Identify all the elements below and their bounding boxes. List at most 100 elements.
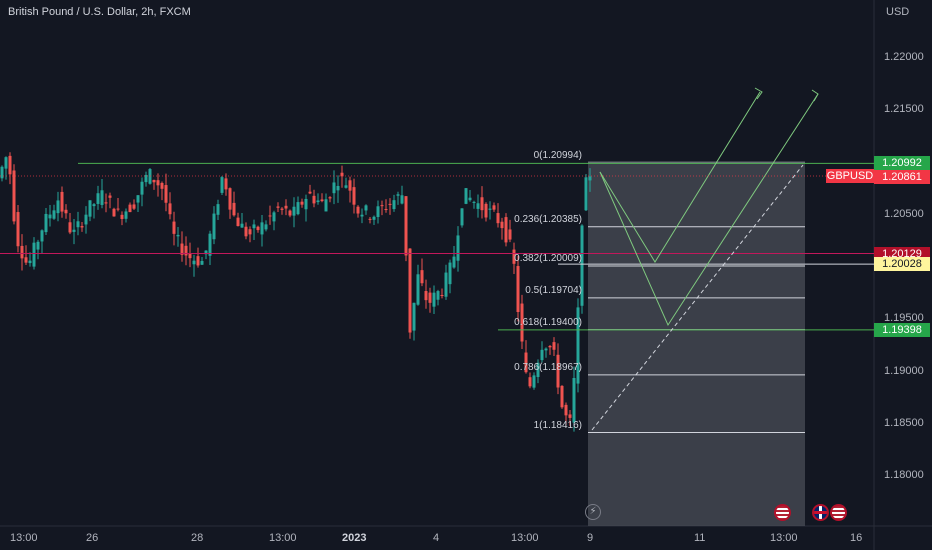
candle-body bbox=[236, 217, 240, 227]
candle-body bbox=[444, 272, 448, 297]
candle-body bbox=[588, 176, 592, 181]
candle-body bbox=[364, 205, 368, 211]
candle-body bbox=[580, 225, 584, 306]
candle-body bbox=[516, 266, 520, 313]
time-tick-label: 11 bbox=[694, 532, 706, 544]
candle-body bbox=[508, 229, 512, 240]
candle-body bbox=[244, 226, 248, 237]
time-tick-label: 13:00 bbox=[511, 532, 539, 544]
symbol-title[interactable]: British Pound / U.S. Dollar, 2h, FXCM bbox=[8, 6, 191, 18]
candle-body bbox=[532, 375, 536, 388]
candle-body bbox=[152, 179, 156, 183]
candle-body bbox=[108, 195, 112, 198]
candle-body bbox=[164, 185, 168, 203]
candle-body bbox=[52, 210, 56, 219]
candle-body bbox=[28, 260, 32, 264]
candle-body bbox=[304, 198, 308, 210]
candle-body bbox=[344, 185, 348, 188]
candle-body bbox=[572, 378, 576, 423]
candle-body bbox=[168, 203, 172, 215]
time-tick-label: 28 bbox=[191, 532, 204, 544]
candle-body bbox=[136, 195, 140, 203]
time-tick-label: 26 bbox=[86, 532, 99, 544]
candle-body bbox=[324, 199, 328, 212]
candle-body bbox=[328, 197, 332, 199]
price-tag: 1.20861 bbox=[874, 170, 930, 185]
time-tick-label: 13:00 bbox=[10, 532, 38, 544]
candle-body bbox=[76, 221, 80, 228]
candle-body bbox=[524, 352, 528, 373]
time-tick-label: 4 bbox=[433, 532, 440, 544]
candle-body bbox=[176, 234, 180, 237]
candle-body bbox=[88, 200, 92, 217]
candle-body bbox=[560, 385, 564, 408]
candle-body bbox=[72, 229, 76, 232]
price-tag: 1.19398 bbox=[874, 322, 930, 337]
fib-box[interactable] bbox=[588, 161, 805, 526]
uk-flag-icon[interactable] bbox=[812, 504, 829, 521]
candle-body bbox=[348, 180, 352, 191]
time-tick-label: 13:00 bbox=[770, 532, 798, 544]
candle-body bbox=[36, 241, 40, 250]
lightning-icon[interactable]: ⚡ bbox=[585, 504, 601, 520]
candle-body bbox=[232, 202, 236, 216]
candle-body bbox=[292, 206, 296, 216]
candle-body bbox=[60, 191, 64, 212]
candle-body bbox=[360, 214, 364, 217]
candle-body bbox=[504, 217, 508, 243]
candle-body bbox=[380, 205, 384, 207]
fib-level-label: 0.382(1.20009) bbox=[514, 253, 582, 265]
candle-body bbox=[404, 196, 408, 256]
time-tick-label: 13:00 bbox=[269, 532, 297, 544]
fib-level-label: 1(1.18416) bbox=[533, 419, 582, 431]
candle-body bbox=[412, 302, 416, 331]
candle-body bbox=[408, 248, 412, 333]
candle-body bbox=[112, 208, 116, 217]
fib-level-label: 0(1.20994) bbox=[533, 150, 582, 162]
candle-body bbox=[420, 270, 424, 284]
candle-body bbox=[256, 226, 260, 231]
candles bbox=[0, 152, 592, 432]
candle-body bbox=[336, 185, 340, 191]
dashed-trend-line[interactable] bbox=[591, 164, 804, 431]
candle-body bbox=[24, 257, 28, 263]
price-tag: 1.20129 bbox=[874, 246, 930, 261]
symbol-price-tag: GBPUSD bbox=[826, 169, 874, 183]
us-flag-icon[interactable] bbox=[774, 504, 791, 521]
candle-body bbox=[428, 292, 432, 303]
candle-body bbox=[120, 214, 124, 219]
candle-body bbox=[240, 223, 244, 228]
candle-body bbox=[0, 166, 4, 179]
candle-body bbox=[536, 362, 540, 378]
projection-path-1[interactable] bbox=[599, 91, 761, 263]
candle-body bbox=[432, 292, 436, 307]
candle-body bbox=[540, 349, 544, 361]
projection-path-2[interactable] bbox=[599, 93, 819, 327]
time-tick-label: 2023 bbox=[342, 532, 367, 544]
candle-body bbox=[68, 222, 72, 233]
candle-body bbox=[556, 354, 560, 388]
candle-body bbox=[368, 218, 372, 220]
candle-body bbox=[452, 256, 456, 268]
candle-body bbox=[248, 229, 252, 235]
candle-body bbox=[184, 245, 188, 256]
candle-body bbox=[440, 295, 444, 297]
candle-body bbox=[284, 205, 288, 209]
candle-body bbox=[260, 222, 264, 235]
us-flag-icon[interactable] bbox=[830, 504, 847, 521]
candle-body bbox=[84, 214, 88, 225]
candle-body bbox=[544, 348, 548, 351]
candle-body bbox=[356, 206, 360, 214]
price-tick-label: 1.19500 bbox=[884, 312, 924, 325]
candle-body bbox=[392, 200, 396, 210]
candle-body bbox=[448, 262, 452, 285]
candle-body bbox=[576, 307, 580, 384]
projection-arrowhead-2 bbox=[811, 89, 819, 102]
currency-label[interactable]: USD bbox=[886, 6, 910, 18]
candle-body bbox=[64, 209, 68, 214]
candle-body bbox=[476, 203, 480, 209]
candle-body bbox=[212, 213, 216, 240]
candle-body bbox=[132, 204, 136, 209]
candle-body bbox=[104, 202, 108, 204]
